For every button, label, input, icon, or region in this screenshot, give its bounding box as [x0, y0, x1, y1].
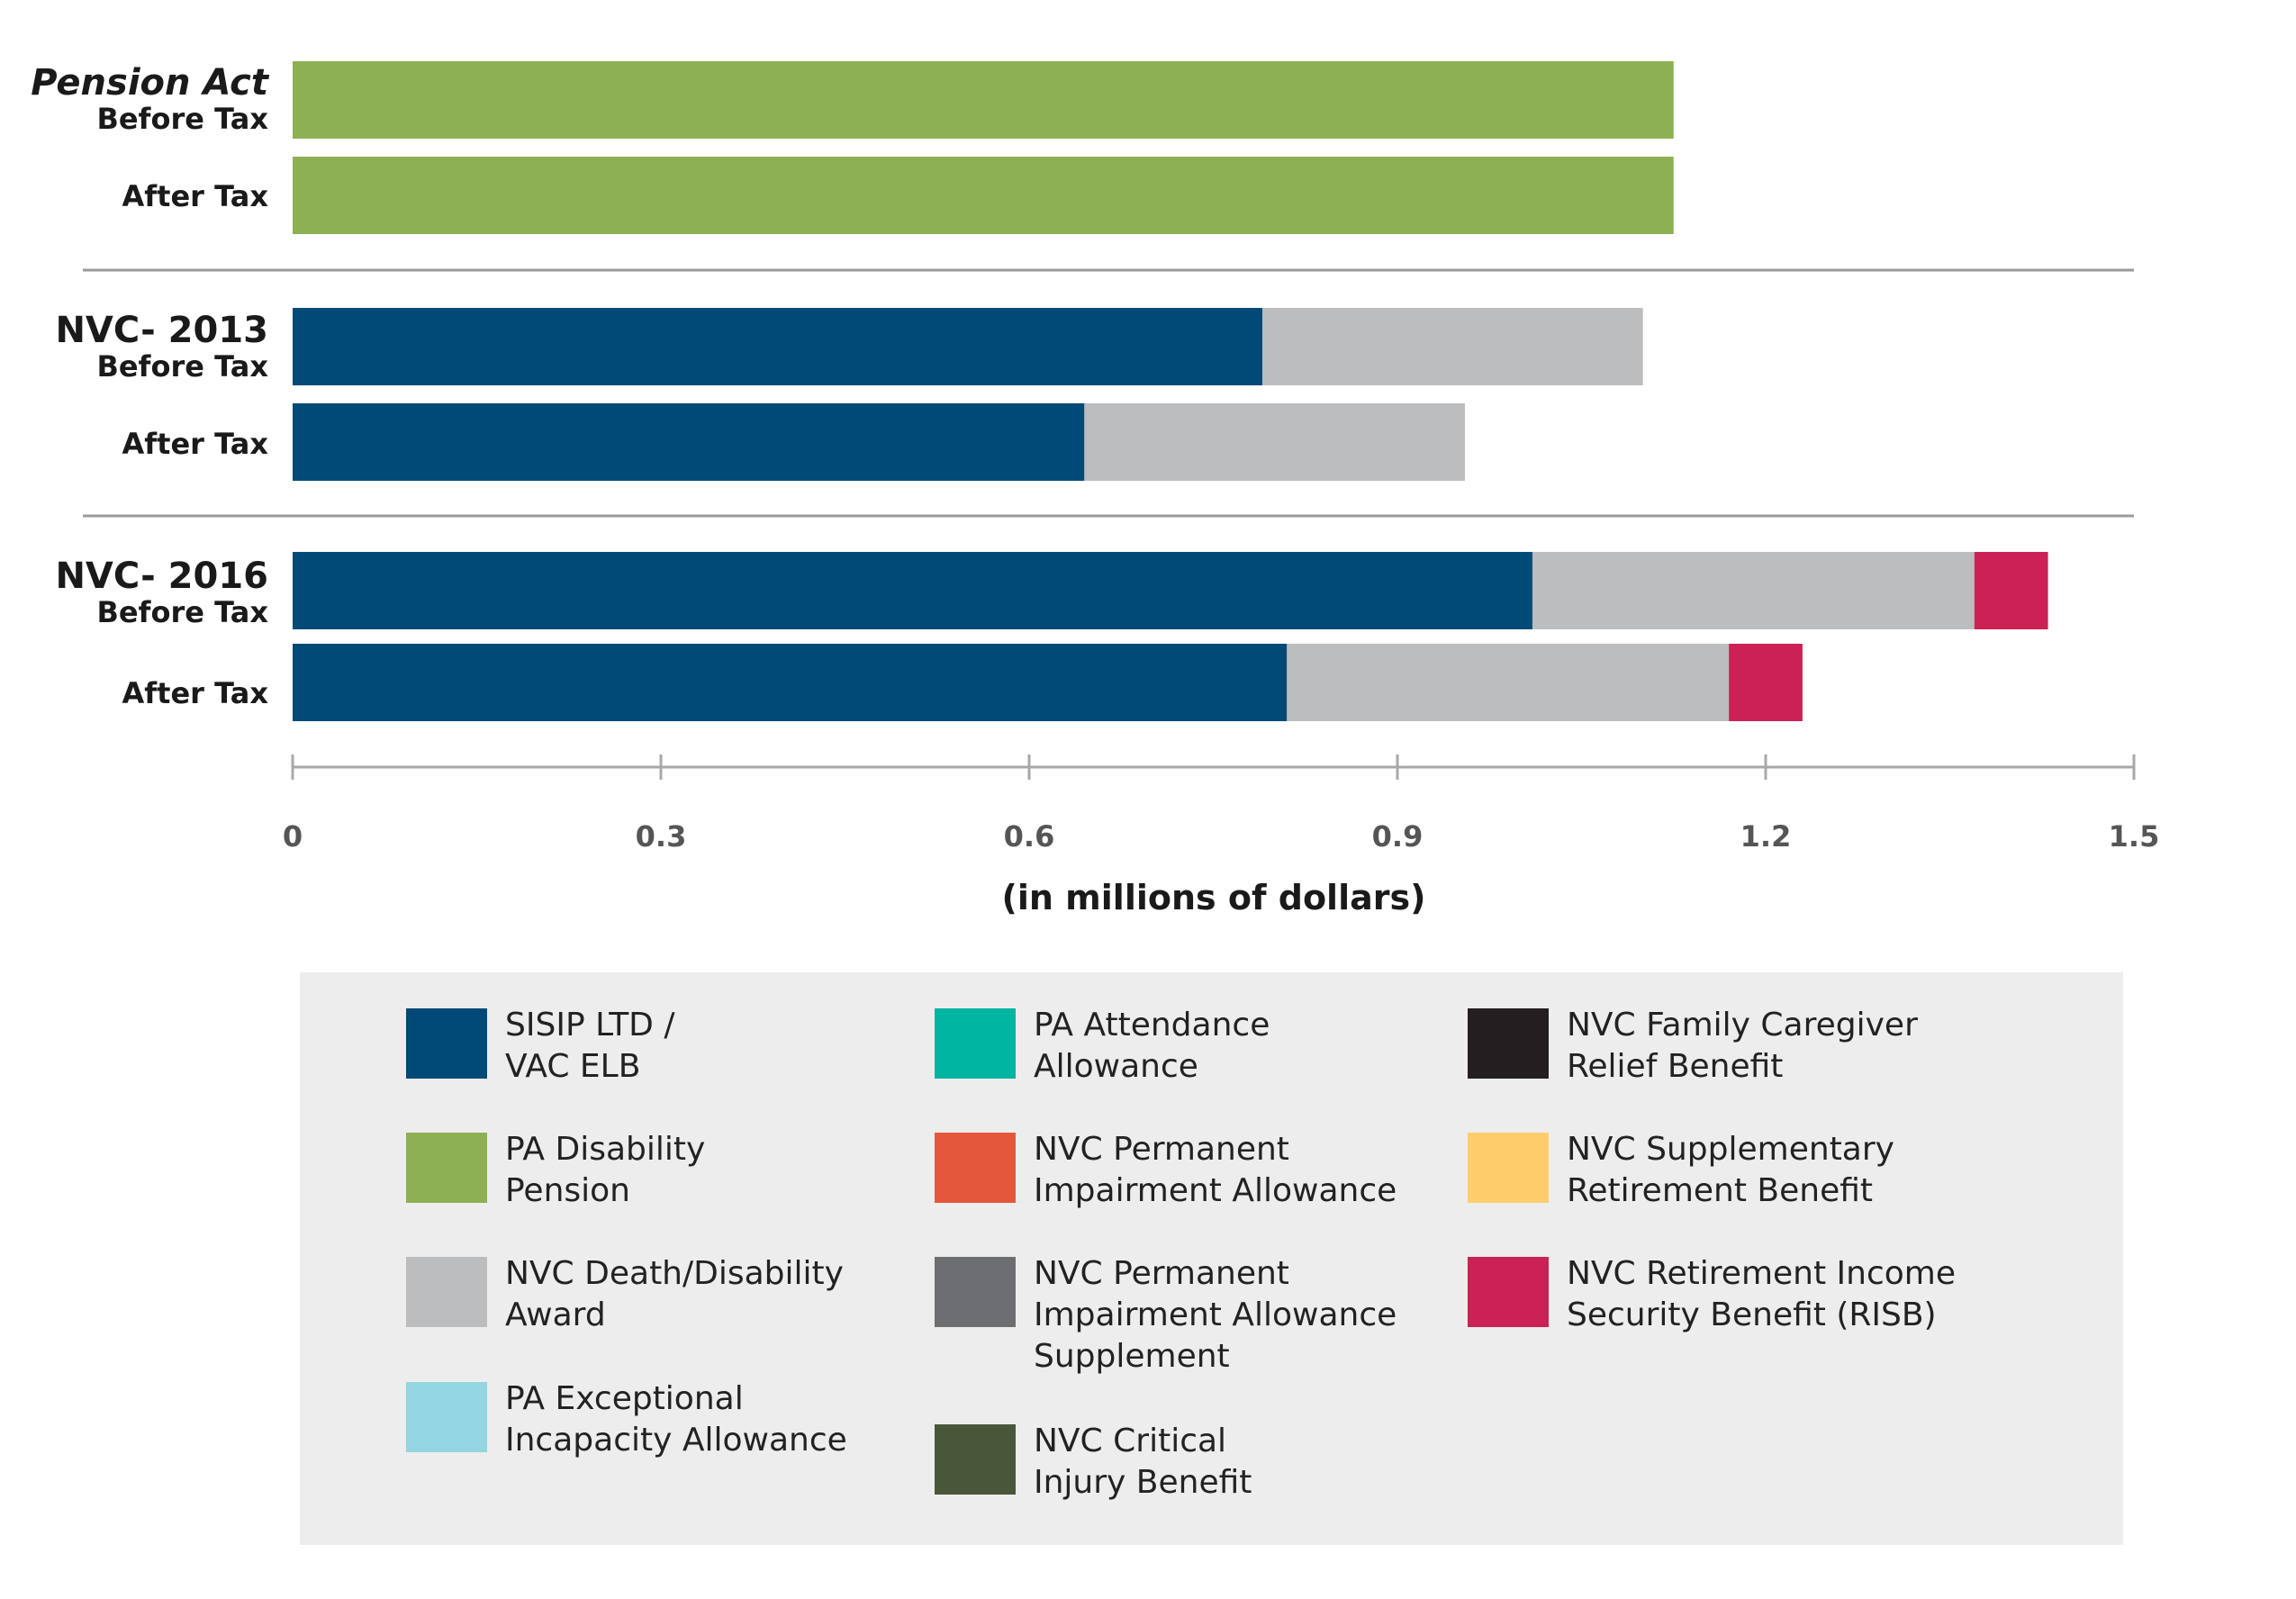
legend-item: NVC Family Caregiver Relief Benefit	[1468, 1007, 1918, 1088]
legend-item: NVC Critical Injury Benefit	[935, 1423, 1252, 1504]
x-tick-label-1: 0.3	[636, 819, 687, 854]
legend-label: NVC Retirement Income Security Benefit (…	[1567, 1255, 1957, 1333]
legend-swatch	[406, 1257, 487, 1327]
bar-segment-0-0-0	[293, 61, 1674, 139]
legend-swatch	[406, 1008, 487, 1079]
x-tick-label-2: 0.6	[1004, 819, 1055, 854]
bar-label-2-0: Before Tax	[96, 595, 268, 629]
bar-segment-2-1-1	[1287, 644, 1730, 721]
bar-segment-1-0-1	[1262, 308, 1643, 385]
bar-label-0-0: Before Tax	[96, 102, 268, 136]
group-label-2: NVC- 2016	[55, 556, 268, 597]
legend-item: PA Attendance Allowance	[935, 1007, 1270, 1088]
bar-segment-2-1-2	[1729, 644, 1803, 721]
legend-swatch	[1468, 1133, 1549, 1203]
legend-item: NVC Retirement Income Security Benefit (…	[1468, 1255, 1956, 1336]
bar-segment-2-0-2	[1974, 552, 2048, 629]
legend-item: NVC Permanent Impairment Allowance Suppl…	[935, 1255, 1397, 1378]
legend-label: NVC Death/Disability Award	[505, 1255, 844, 1333]
bar-segment-1-0-0	[293, 308, 1263, 385]
legend: SISIP LTD / VAC ELB PA Disability Pension…	[300, 972, 2123, 1545]
x-axis-title: (in millions of dollars)	[1002, 878, 1426, 917]
legend-swatch	[1468, 1008, 1549, 1079]
legend-label: PA Disability Pension	[505, 1131, 706, 1209]
legend-swatch	[406, 1382, 487, 1452]
group-label-1: NVC- 2013	[55, 310, 268, 351]
bar-label-1-1: After Tax	[122, 427, 268, 461]
x-tick-label-4: 1.2	[1740, 819, 1792, 854]
legend-label: NVC Critical Injury Benefit	[1034, 1423, 1252, 1501]
bar-label-0-1: After Tax	[122, 179, 268, 213]
bar-segment-2-0-0	[293, 552, 1532, 629]
legend-swatch	[935, 1133, 1016, 1203]
legend-label: NVC Family Caregiver Relief Benefit	[1567, 1007, 1918, 1085]
legend-item: NVC Supplementary Retirement Benefit	[1468, 1131, 1894, 1212]
legend-swatch	[1468, 1257, 1549, 1327]
x-tick-label-3: 0.9	[1372, 819, 1424, 854]
bar-label-1-0: Before Tax	[96, 349, 268, 384]
bar-segment-0-1-0	[293, 157, 1674, 234]
legend-item: NVC Death/Disability Award	[406, 1255, 844, 1336]
legend-label: NVC Permanent Impairment Allowance Suppl…	[1034, 1255, 1397, 1375]
bar-segment-2-0-1	[1532, 552, 1975, 629]
bar-label-2-1: After Tax	[122, 676, 268, 710]
legend-swatch	[935, 1424, 1016, 1495]
legend-label: NVC Permanent Impairment Allowance	[1034, 1131, 1397, 1209]
legend-item: NVC Permanent Impairment Allowance	[935, 1131, 1397, 1212]
bar-segment-2-1-0	[293, 644, 1288, 721]
legend-swatch	[406, 1133, 487, 1203]
legend-item: PA Exceptional Incapacity Allowance	[406, 1380, 847, 1461]
x-tick-label-0: 0	[283, 819, 303, 854]
legend-swatch	[935, 1008, 1016, 1079]
legend-label: PA Attendance Allowance	[1034, 1007, 1270, 1085]
legend-label: SISIP LTD / VAC ELB	[505, 1007, 675, 1085]
bar-segment-1-1-1	[1084, 403, 1465, 481]
legend-item: PA Disability Pension	[406, 1131, 705, 1212]
legend-label: NVC Supplementary Retirement Benefit	[1567, 1131, 1894, 1209]
group-label-0: Pension Act	[31, 62, 270, 104]
x-tick-label-5: 1.5	[2109, 819, 2160, 854]
legend-item: SISIP LTD / VAC ELB	[406, 1007, 675, 1088]
legend-label: PA Exceptional Incapacity Allowance	[505, 1380, 847, 1459]
bar-segment-1-1-0	[293, 403, 1085, 481]
legend-swatch	[935, 1257, 1016, 1327]
